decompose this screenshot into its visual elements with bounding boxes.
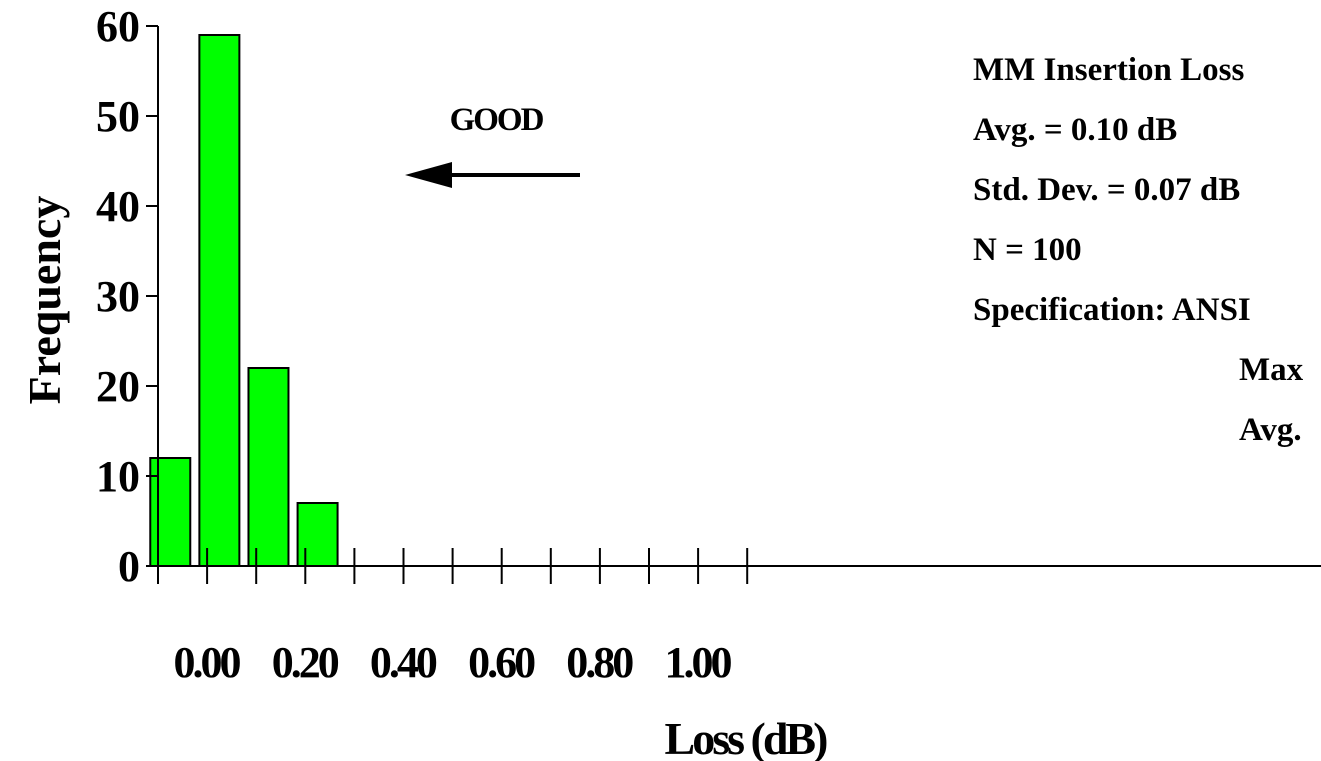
y-tick-label-5: 50 — [96, 92, 140, 141]
bar-2 — [247, 367, 290, 567]
bar-0 — [149, 457, 192, 567]
bar-1 — [198, 34, 241, 567]
x-tick-label-4: 0.80 — [566, 638, 633, 687]
good-annotation: GOOD — [405, 102, 580, 188]
info-avg: Avg. = 0.10 dB — [973, 112, 1178, 148]
x-axis-title: Loss (dB) — [665, 713, 828, 761]
info-specification: Specification: ANSI — [973, 292, 1251, 328]
info-n: N = 100 — [973, 232, 1082, 268]
bar-3 — [296, 502, 339, 567]
info-std-dev: Std. Dev. = 0.07 dB — [973, 172, 1241, 208]
y-axis-title: Frequency — [19, 196, 70, 405]
info-box: MM Insertion Loss Avg. = 0.10 dB Std. De… — [973, 40, 1303, 460]
x-tick-label-1: 0.20 — [272, 638, 339, 687]
x-tick-label-3: 0.60 — [468, 638, 535, 687]
good-label: GOOD — [450, 102, 544, 138]
y-tick-label-2: 20 — [96, 362, 140, 411]
y-tick-label-1: 10 — [96, 452, 140, 501]
info-spec-avg: Avg. — [1239, 412, 1302, 448]
x-tick-label-5: 1.00 — [665, 638, 732, 687]
y-tick-label-3: 30 — [96, 272, 140, 321]
arrow-left-icon — [405, 162, 452, 188]
x-tick-label-2: 0.40 — [370, 638, 437, 687]
info-spec-max: Max — [1239, 352, 1304, 388]
x-tick-label-0: 0.00 — [174, 638, 241, 687]
info-title: MM Insertion Loss — [973, 52, 1245, 88]
y-tick-label-4: 40 — [96, 182, 140, 231]
y-tick-label-6: 60 — [96, 2, 140, 51]
y-tick-label-0: 0 — [118, 542, 140, 591]
